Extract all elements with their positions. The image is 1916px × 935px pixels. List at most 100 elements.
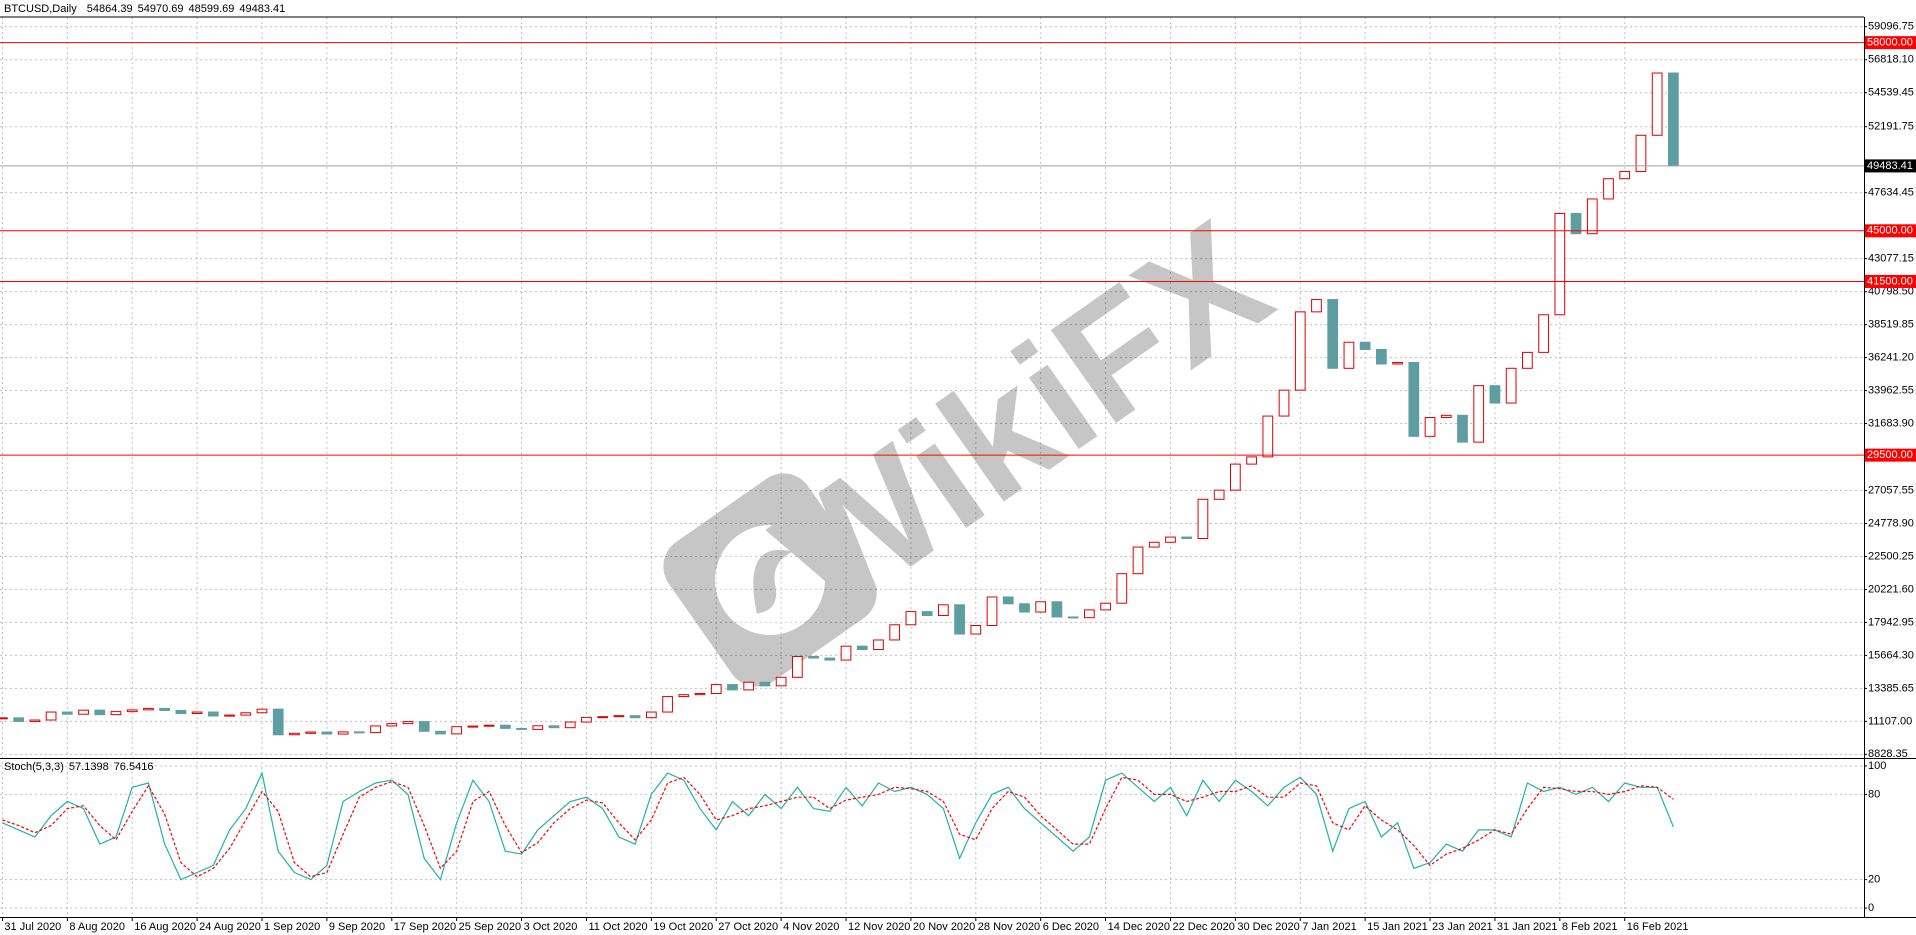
candle xyxy=(1229,463,1241,491)
candle xyxy=(1278,389,1290,417)
candle xyxy=(191,711,203,714)
candle xyxy=(516,727,527,730)
y-tick-label: 8828.35 xyxy=(1868,748,1908,760)
x-tick-label: 31 Jan 2021 xyxy=(1497,921,1558,933)
x-tick-label: 25 Sep 2020 xyxy=(459,921,521,933)
candle xyxy=(272,708,284,736)
candle xyxy=(1197,498,1209,540)
candle xyxy=(1392,362,1403,365)
candle xyxy=(451,726,463,735)
candle xyxy=(1246,456,1257,465)
candle xyxy=(13,717,25,722)
candle xyxy=(1343,341,1355,369)
y-tick-label: 38519.85 xyxy=(1868,318,1914,330)
y-tick-label: 36241.20 xyxy=(1868,351,1914,363)
candle xyxy=(986,596,998,626)
candle xyxy=(1051,601,1063,618)
candle xyxy=(126,709,138,713)
x-tick-label: 17 Sep 2020 xyxy=(394,921,456,933)
level-label: 29500.00 xyxy=(1867,449,1913,461)
ohlc-value: 49483.41 xyxy=(239,3,285,15)
candle xyxy=(1132,546,1144,575)
candle xyxy=(1262,415,1274,458)
candle xyxy=(467,725,479,728)
x-tick-label: 4 Nov 2020 xyxy=(783,921,839,933)
candle xyxy=(29,719,41,722)
candle xyxy=(1165,536,1176,543)
candle xyxy=(1359,341,1371,350)
candle xyxy=(873,639,884,651)
y-tick-label: 33962.55 xyxy=(1868,384,1914,396)
indicator-value: 57.1398 xyxy=(69,761,109,773)
x-tick-label: 31 Jul 2020 xyxy=(4,921,61,933)
x-tick-label: 19 Oct 2020 xyxy=(653,921,713,933)
x-tick-label: 30 Dec 2020 xyxy=(1237,921,1299,933)
x-tick-label: 20 Nov 2020 xyxy=(913,921,975,933)
candle xyxy=(1489,385,1501,404)
candle xyxy=(970,624,982,635)
y-tick-label: 31683.90 xyxy=(1868,417,1914,429)
candle xyxy=(1457,414,1468,443)
marks xyxy=(0,72,1679,881)
candle xyxy=(499,724,511,729)
grid xyxy=(0,17,1864,917)
candle xyxy=(937,604,949,617)
candle xyxy=(483,724,495,727)
level-tag xyxy=(1865,224,1916,238)
y-tick-label: 54539.45 xyxy=(1868,87,1914,99)
indicator-value: 76.5416 xyxy=(114,761,154,773)
logo-circle xyxy=(715,525,825,635)
logo-box xyxy=(663,473,877,687)
candle xyxy=(207,711,219,717)
level-label: 58000.00 xyxy=(1867,37,1913,49)
candle xyxy=(1311,299,1322,313)
candle xyxy=(548,725,560,729)
y-tick-label: 80 xyxy=(1868,788,1880,800)
level-label: 45000.00 xyxy=(1867,225,1913,237)
y-tick-label: 40798.50 xyxy=(1868,286,1914,298)
x-tick-label: 22 Dec 2020 xyxy=(1172,921,1234,933)
candle xyxy=(78,709,89,715)
candle xyxy=(386,723,398,727)
candle xyxy=(1213,489,1225,500)
candle xyxy=(710,684,722,695)
y-tick-label: 100 xyxy=(1868,760,1886,772)
candle xyxy=(1440,414,1452,419)
candle xyxy=(175,709,187,714)
x-tick-label: 7 Jan 2021 xyxy=(1302,921,1356,933)
candle xyxy=(1635,134,1647,172)
candle xyxy=(256,708,268,714)
indicator-label: Stoch(5,3,3) xyxy=(4,761,64,773)
candle xyxy=(1376,348,1387,365)
candle xyxy=(743,681,755,691)
candle xyxy=(856,645,868,651)
y-tick-label: 15664.30 xyxy=(1868,649,1914,661)
candle xyxy=(775,676,787,687)
candle xyxy=(727,684,738,691)
ohlc-value: 54970.69 xyxy=(138,3,184,15)
candle xyxy=(905,611,917,626)
candle xyxy=(629,715,641,719)
candle xyxy=(954,604,965,635)
x-tick-label: 11 Oct 2020 xyxy=(588,921,647,933)
y-tick-label: 11107.00 xyxy=(1868,715,1912,727)
current-price-label: 49483.41 xyxy=(1867,160,1913,172)
candle xyxy=(1424,417,1436,437)
x-tick-label: 14 Dec 2020 xyxy=(1108,921,1170,933)
candle xyxy=(1035,601,1047,613)
stoch-line xyxy=(2,771,1674,881)
candle xyxy=(1505,367,1517,404)
y-tick-label: 22500.25 xyxy=(1868,550,1914,562)
candle xyxy=(1116,573,1128,604)
candle xyxy=(337,731,349,735)
candle xyxy=(1651,72,1663,136)
axes xyxy=(0,16,1916,921)
candle xyxy=(224,714,235,717)
y-tick-label: 24778.90 xyxy=(1868,517,1914,529)
candle xyxy=(353,731,365,734)
y-tick-label: 59096.75 xyxy=(1868,21,1914,33)
candle xyxy=(1181,536,1193,540)
candle xyxy=(1570,212,1582,235)
x-tick-label: 1 Sep 2020 xyxy=(264,921,320,933)
